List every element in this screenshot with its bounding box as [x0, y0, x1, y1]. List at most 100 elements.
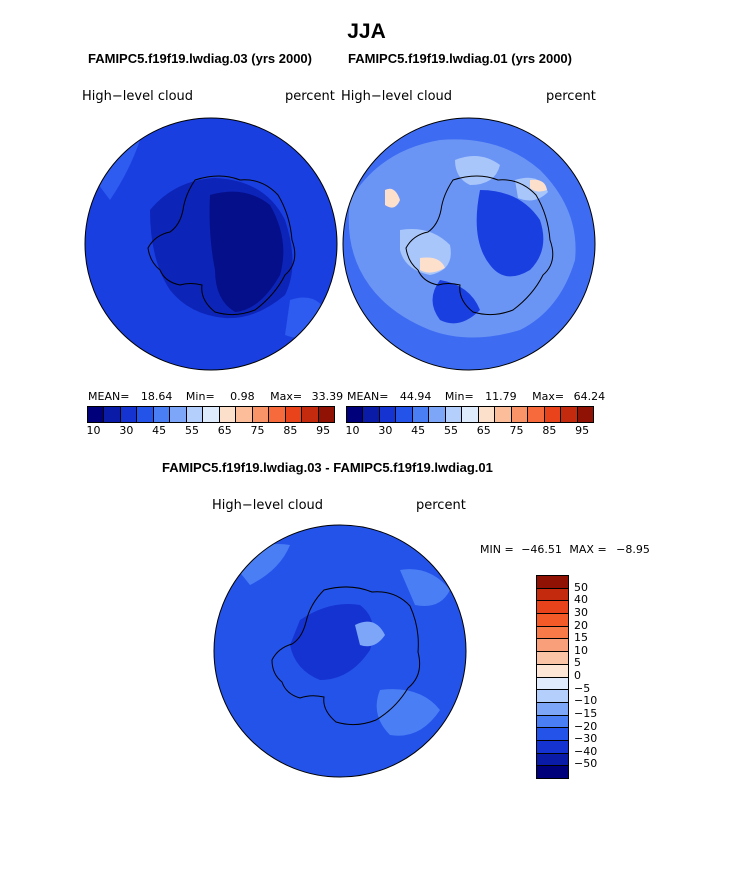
colorbar-tick-label: 55	[184, 424, 199, 437]
colorbar-swatch	[537, 639, 568, 653]
colorbar-swatch	[236, 407, 253, 422]
panel2-min-value: 11.79	[485, 390, 517, 403]
panel1-min-label: Min=	[185, 390, 215, 403]
colorbar-difference	[536, 575, 569, 779]
map-border-panel2	[342, 117, 596, 371]
colorbar-tick-label: 10	[345, 424, 360, 437]
colorbar-tick-label: 45	[411, 424, 426, 437]
colorbar-tick-label: 95	[575, 424, 590, 437]
coastline-panel2	[405, 175, 554, 316]
colorbar-swatch	[252, 407, 270, 422]
colorbar-swatch	[537, 715, 568, 729]
panel2-max-label: Max=	[532, 390, 565, 403]
colorbar-tick-label: 75	[509, 424, 524, 437]
colorbar-swatch	[537, 664, 568, 678]
colorbar-swatch	[269, 407, 286, 422]
season-title: JJA	[347, 20, 386, 43]
colorbar-tick-label: −30	[574, 732, 598, 746]
panel2-units-label: percent	[546, 89, 596, 104]
colorbar-swatch	[537, 690, 568, 703]
colorbar-tick-label: −5	[574, 681, 591, 695]
colorbar-tick-label: −15	[574, 706, 598, 720]
colorbar-swatch	[537, 766, 568, 778]
colorbar-swatch	[318, 407, 335, 422]
colorbar-swatch	[170, 407, 187, 422]
colorbar-swatch	[537, 740, 568, 754]
colorbar-swatch	[153, 407, 171, 422]
colorbar-tick-label: 65	[476, 424, 491, 437]
colorbar-panel2	[346, 406, 594, 423]
colorbar-swatch	[429, 407, 446, 422]
colorbar-swatch	[396, 407, 413, 422]
colorbar-swatch	[537, 576, 568, 589]
colorbar-swatch	[462, 407, 479, 422]
colorbar-swatch	[219, 407, 237, 422]
colorbar-tick-label: 0	[574, 669, 581, 682]
difference-range: MIN = −46.51 MAX = −8.95	[480, 543, 650, 556]
colorbar-tick-label: 15	[574, 631, 588, 645]
map-panel2	[343, 118, 595, 370]
colorbar-tick-label: 75	[250, 424, 265, 437]
colorbar-swatch	[120, 407, 138, 422]
colorbar-tick-label: −50	[574, 757, 598, 771]
panel2-stats: MEAN= 44.94 Min= 11.79 Max= 64.24	[347, 390, 605, 403]
coastline-panel1	[147, 175, 296, 316]
colorbar-swatch	[511, 407, 529, 422]
map-border-panel1	[84, 117, 338, 371]
colorbar-swatch	[537, 753, 568, 767]
map-difference	[214, 525, 466, 777]
colorbar-swatch	[137, 407, 154, 422]
colorbar-tick-label: 85	[542, 424, 557, 437]
colorbar-swatch	[186, 407, 204, 422]
panel1-mean-value: 18.64	[140, 390, 173, 403]
colorbar-swatch	[203, 407, 220, 422]
colorbar-swatch	[577, 407, 594, 422]
difference-max-value: −8.95	[616, 543, 650, 556]
panel1-mean-label: MEAN=	[88, 390, 130, 403]
panel1-case-title: FAMIPC5.f19f19.lwdiag.03 (yrs 2000)	[88, 51, 312, 66]
colorbar-tick-label: 85	[283, 424, 298, 437]
colorbar-swatch	[495, 407, 512, 422]
colorbar-swatch	[537, 677, 568, 691]
panel1-units-label: percent	[285, 89, 335, 104]
panel1-variable-label: High−level cloud	[82, 89, 194, 104]
panel2-max-value: 64.24	[573, 390, 606, 403]
colorbar-swatch	[478, 407, 496, 422]
colorbar-swatch	[302, 407, 319, 422]
panel1-stats: MEAN= 18.64 Min= 0.98 Max= 33.39	[88, 390, 343, 403]
panel2-variable-label: High−level cloud	[341, 89, 453, 104]
colorbar-tick-label: 20	[574, 618, 588, 632]
colorbar-tick-label: 30	[119, 424, 134, 437]
colorbar-swatch	[537, 626, 568, 640]
colorbar-swatch	[347, 407, 364, 422]
colorbar-swatch	[285, 407, 303, 422]
colorbar-tick-label: 10	[574, 643, 588, 657]
colorbar-tick-label: 30	[378, 424, 393, 437]
colorbar-swatch	[537, 601, 568, 615]
colorbar-tick-label: −40	[574, 744, 598, 758]
panel2-mean-value: 44.94	[399, 390, 432, 403]
colorbar-tick-label: 10	[86, 424, 101, 437]
colorbar-tick-label: 95	[316, 424, 331, 437]
colorbar-tick-label: 55	[443, 424, 458, 437]
colorbar-swatch	[537, 702, 568, 716]
colorbar-tick-label: 40	[574, 593, 588, 607]
colorbar-tick-label: −20	[574, 719, 598, 733]
coastline-difference	[271, 586, 421, 726]
colorbar-swatch	[528, 407, 545, 422]
difference-max-label: MAX =	[569, 543, 607, 556]
colorbar-tick-label: 5	[574, 656, 581, 670]
difference-min-value: −46.51	[521, 543, 562, 556]
panel2-case-title: FAMIPC5.f19f19.lwdiag.01 (yrs 2000)	[348, 51, 572, 66]
difference-variable-label: High−level cloud	[212, 498, 324, 513]
colorbar-swatch	[544, 407, 562, 422]
panel1-max-label: Max=	[270, 390, 303, 403]
colorbar-swatch	[537, 728, 568, 741]
map-panel1	[85, 118, 337, 370]
map-border-difference	[213, 524, 467, 778]
colorbar-tick-label: 45	[152, 424, 167, 437]
colorbar-swatch	[561, 407, 578, 422]
colorbar-swatch	[537, 652, 568, 665]
difference-units-label: percent	[416, 498, 466, 513]
